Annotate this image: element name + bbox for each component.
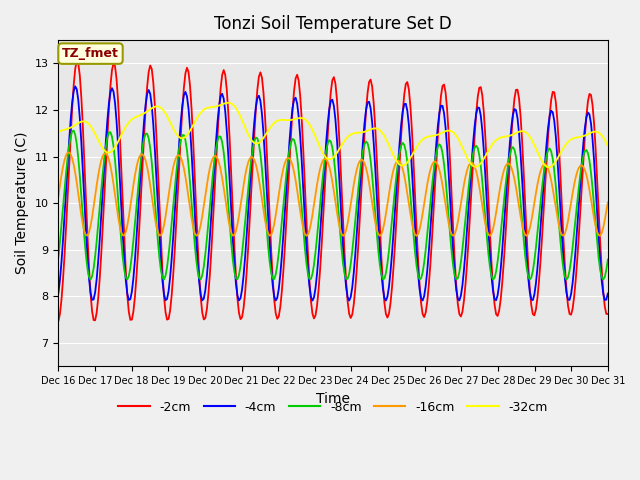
- -8cm: [600, 276, 607, 282]
- -16cm: [248, 154, 255, 160]
- -8cm: [575, 185, 582, 191]
- -16cm: [238, 192, 246, 198]
- -16cm: [413, 233, 420, 239]
- -4cm: [296, 133, 304, 139]
- -32cm: [54, 130, 62, 135]
- -16cm: [220, 185, 228, 191]
- -2cm: [604, 311, 612, 317]
- -8cm: [54, 254, 62, 260]
- -2cm: [238, 314, 246, 320]
- -16cm: [296, 208, 304, 214]
- -4cm: [72, 84, 79, 89]
- -2cm: [124, 292, 131, 298]
- -16cm: [124, 223, 131, 228]
- -8cm: [296, 186, 304, 192]
- Line: -4cm: -4cm: [58, 86, 608, 300]
- -4cm: [238, 287, 246, 292]
- -32cm: [604, 143, 612, 149]
- -8cm: [124, 276, 131, 282]
- -2cm: [296, 93, 304, 99]
- -32cm: [296, 115, 304, 121]
- Line: -32cm: -32cm: [58, 103, 608, 167]
- -32cm: [577, 134, 584, 140]
- Y-axis label: Soil Temperature (C): Soil Temperature (C): [15, 132, 29, 275]
- -16cm: [604, 199, 612, 205]
- -16cm: [577, 163, 584, 168]
- -4cm: [346, 298, 353, 303]
- -8cm: [248, 157, 255, 163]
- -8cm: [604, 257, 612, 263]
- -2cm: [54, 318, 62, 324]
- -32cm: [238, 117, 246, 123]
- -2cm: [575, 234, 582, 240]
- -2cm: [220, 67, 228, 73]
- -8cm: [70, 128, 77, 133]
- -32cm: [248, 137, 255, 143]
- -4cm: [248, 161, 255, 167]
- -2cm: [248, 189, 255, 195]
- -32cm: [544, 164, 552, 170]
- -4cm: [54, 290, 62, 296]
- Line: -8cm: -8cm: [58, 131, 608, 279]
- Legend: -2cm, -4cm, -8cm, -16cm, -32cm: -2cm, -4cm, -8cm, -16cm, -32cm: [113, 396, 553, 419]
- -4cm: [124, 290, 131, 296]
- X-axis label: Time: Time: [316, 392, 350, 406]
- -16cm: [65, 149, 73, 155]
- -8cm: [238, 251, 246, 256]
- -16cm: [54, 193, 62, 199]
- -32cm: [218, 101, 226, 107]
- Title: Tonzi Soil Temperature Set D: Tonzi Soil Temperature Set D: [214, 15, 452, 33]
- Line: -2cm: -2cm: [58, 61, 608, 321]
- Text: TZ_fmet: TZ_fmet: [62, 47, 119, 60]
- -4cm: [577, 181, 584, 187]
- Line: -16cm: -16cm: [58, 152, 608, 236]
- -32cm: [122, 124, 129, 130]
- -8cm: [220, 149, 228, 155]
- -4cm: [220, 96, 228, 101]
- -4cm: [604, 291, 612, 297]
- -2cm: [73, 58, 81, 64]
- -32cm: [225, 100, 232, 106]
